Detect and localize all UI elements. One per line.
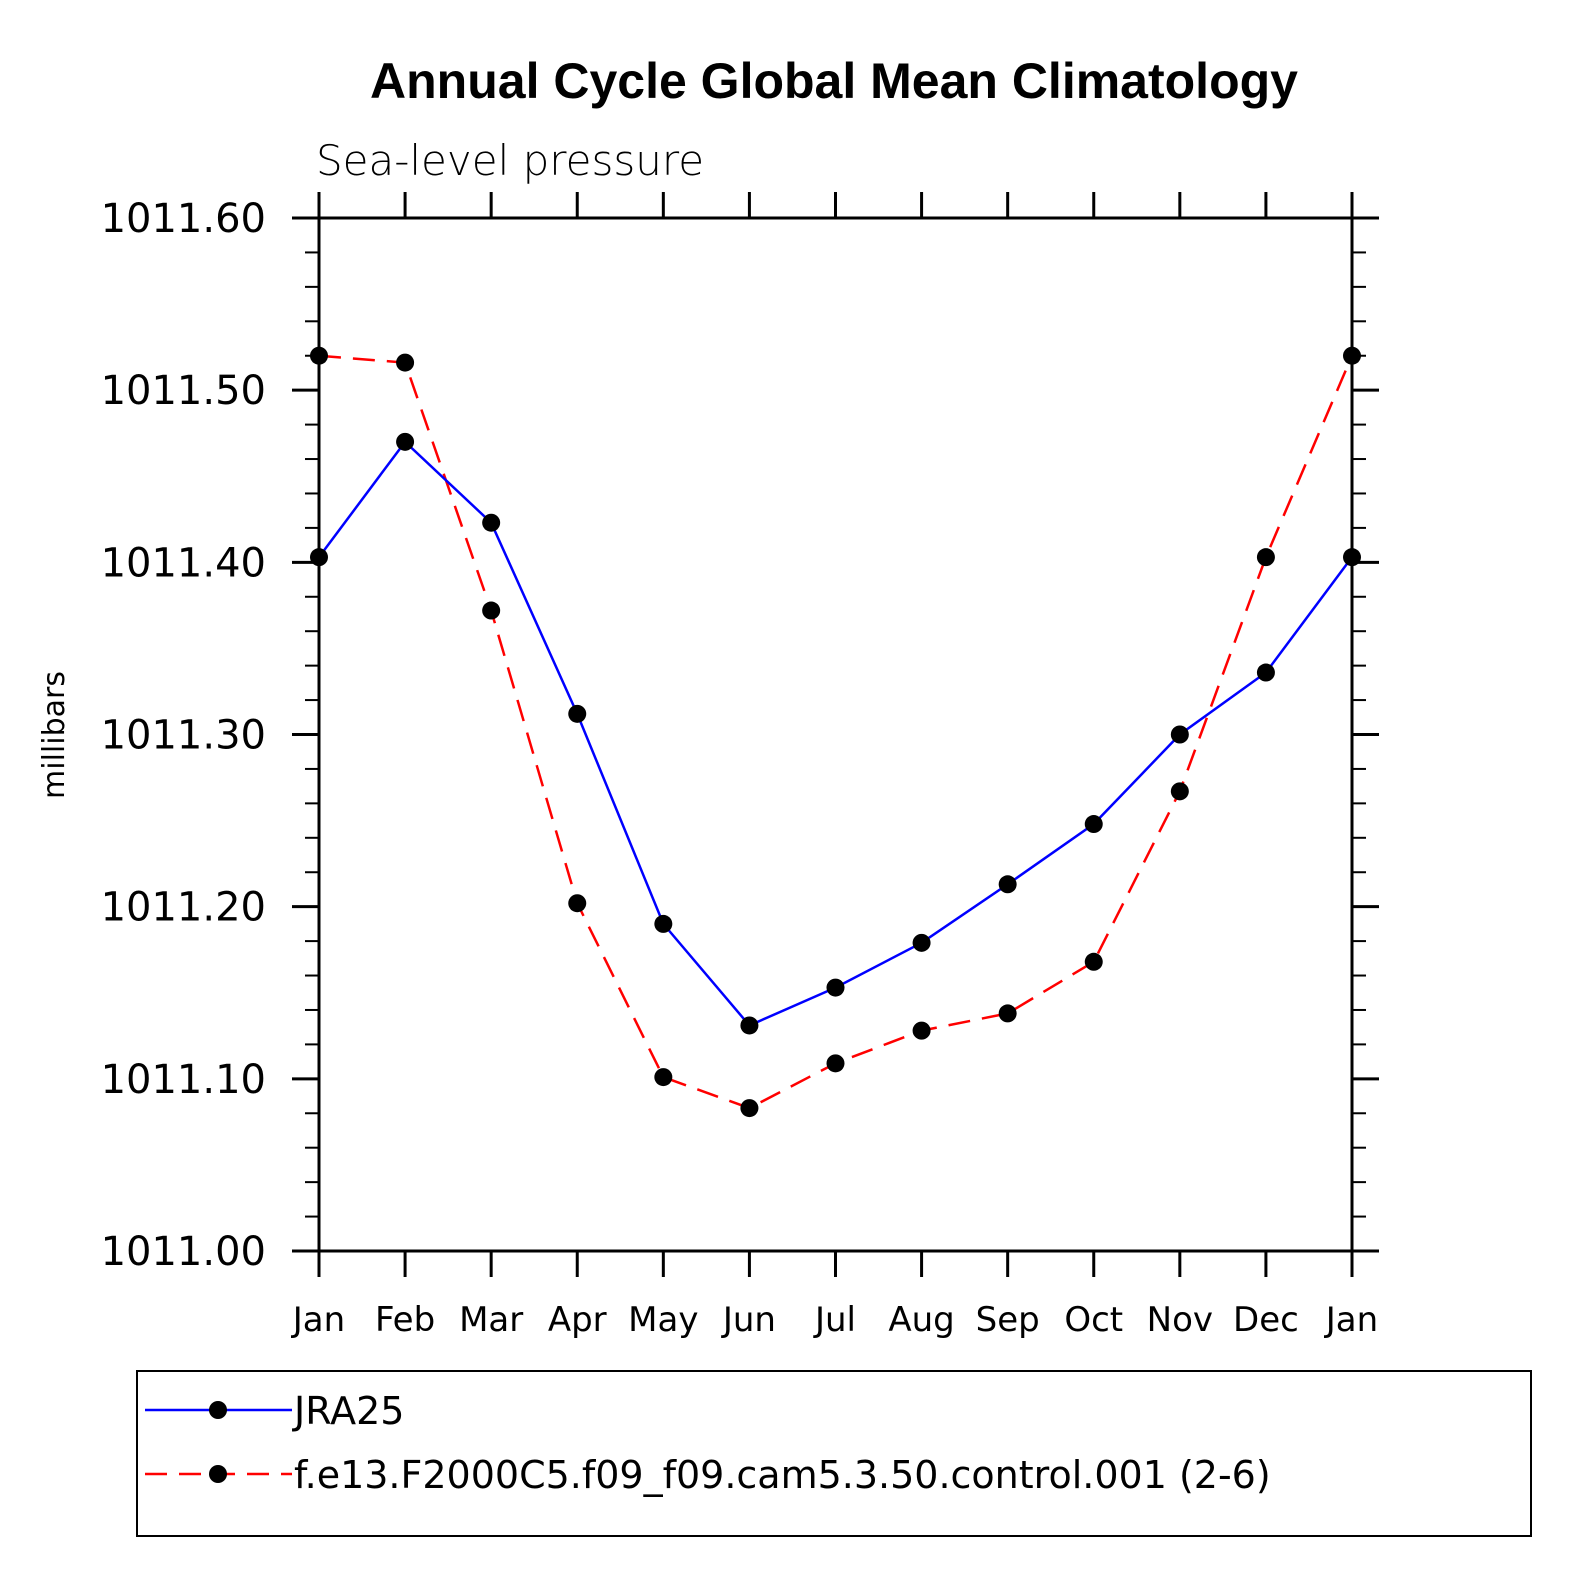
x-tick-label: Jun: [721, 1300, 776, 1340]
x-tick-label: Nov: [1147, 1300, 1213, 1340]
y-tick-label: 1011.10: [101, 1057, 266, 1103]
data-point: [654, 1068, 673, 1087]
data-point: [740, 1016, 759, 1035]
x-tick-label: May: [628, 1300, 698, 1340]
data-point: [1170, 782, 1189, 801]
data-point: [310, 548, 328, 567]
y-axis-label: millibars: [37, 671, 72, 799]
y-tick-label: 1011.20: [101, 885, 266, 931]
chart-subtitle: Sea-level pressure: [316, 136, 704, 185]
x-tick-label: Apr: [548, 1300, 607, 1340]
data-point: [396, 432, 415, 451]
legend-marker: [209, 1401, 227, 1419]
y-tick-label: 1011.60: [101, 196, 266, 242]
legend-box: [136, 1370, 1532, 1537]
data-point: [826, 1054, 845, 1073]
data-point: [568, 894, 587, 913]
data-point: [310, 346, 328, 365]
legend-label: JRA25: [292, 1389, 404, 1433]
x-tick-label: Jan: [1324, 1300, 1378, 1340]
data-point: [912, 933, 931, 952]
data-point: [482, 601, 501, 620]
y-tick-label: 1011.00: [101, 1229, 266, 1275]
data-point: [912, 1021, 931, 1040]
y-tick-label: 1011.30: [101, 713, 266, 759]
series-line: [317, 439, 1354, 1027]
data-point: [1084, 952, 1103, 971]
legend-marker: [209, 1465, 227, 1483]
data-point: [1343, 548, 1361, 567]
data-point: [1343, 346, 1361, 365]
data-point: [826, 978, 845, 997]
y-tick-label: 1011.50: [101, 368, 266, 414]
data-point: [1256, 663, 1275, 682]
data-point: [998, 1004, 1017, 1023]
legend: JRA25 f.e13.F2000C5.f09_f09.cam5.3.50.con…: [136, 1370, 1532, 1537]
axes: Jan Feb Mar Apr May Jun Jul Aug Sep Oct Nov Dec Jan 1…: [101, 192, 1379, 1340]
data-point: [654, 914, 673, 933]
series-layer: [310, 346, 1361, 1118]
data-point: [998, 875, 1017, 894]
x-tick-label: Dec: [1233, 1300, 1299, 1340]
data-point: [1256, 548, 1275, 567]
legend-label: f.e13.F2000C5.f09_f09.cam5.3.50.control.…: [294, 1453, 1271, 1497]
data-point: [482, 513, 501, 532]
data-point: [568, 704, 587, 723]
x-tick-label: Oct: [1064, 1300, 1123, 1340]
plot-frame: [317, 216, 1354, 1253]
data-point: [396, 353, 415, 372]
x-tick-label: Jan: [291, 1300, 345, 1340]
data-point: [740, 1099, 759, 1118]
y-tick-label: 1011.40: [101, 540, 266, 586]
data-point: [1170, 725, 1189, 744]
x-tick-label: Feb: [375, 1300, 435, 1340]
data-point: [1084, 815, 1103, 834]
x-tick-label: Sep: [976, 1300, 1040, 1340]
x-tick-label: Aug: [888, 1300, 954, 1340]
x-tick-label: Jul: [813, 1300, 856, 1340]
x-tick-label: Mar: [459, 1300, 523, 1340]
chart-title: Annual Cycle Global Mean Climatology: [370, 53, 1298, 109]
